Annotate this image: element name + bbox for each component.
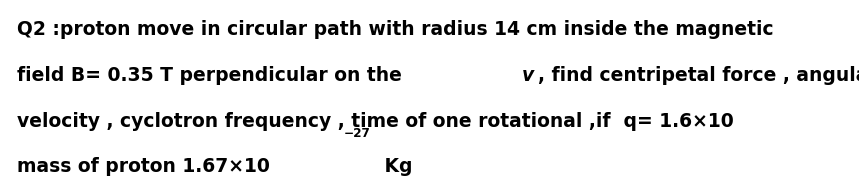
Text: Q2 :proton move in circular path with radius 14 cm inside the magnetic: Q2 :proton move in circular path with ra… <box>17 20 774 39</box>
Text: field B= 0.35 T perpendicular on the: field B= 0.35 T perpendicular on the <box>17 66 409 85</box>
Text: mass of proton 1.67×10: mass of proton 1.67×10 <box>17 158 270 176</box>
Text: v: v <box>522 66 534 85</box>
Text: −27: −27 <box>344 127 370 140</box>
Text: Kg: Kg <box>378 158 412 176</box>
Text: velocity , cyclotron frequency , time of one rotational ,if  q= 1.6×10: velocity , cyclotron frequency , time of… <box>17 112 734 131</box>
Text: , find centripetal force , angular: , find centripetal force , angular <box>538 66 859 85</box>
